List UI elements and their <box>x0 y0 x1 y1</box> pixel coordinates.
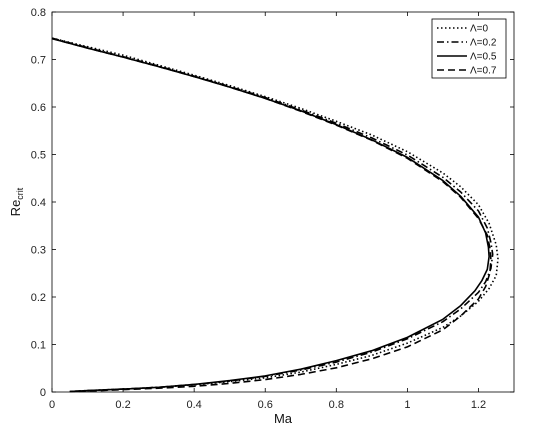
legend-label: Λ=0 <box>470 24 489 35</box>
y-tick-label: 0.1 <box>31 340 46 352</box>
legend-label: Λ=0.5 <box>470 52 497 63</box>
series-line <box>51 37 499 393</box>
y-tick-label: 0.7 <box>31 55 46 67</box>
legend: Λ=0 Λ=0.2 Λ=0.5 Λ=0.7 <box>431 18 507 79</box>
legend-box <box>431 18 507 79</box>
series-line <box>51 37 494 393</box>
y-tick-label: 0.6 <box>31 102 46 114</box>
legend-label: Λ=0.7 <box>470 66 497 77</box>
y-axis-label-main: Re <box>8 200 23 217</box>
x-tick-label: 0.8 <box>329 399 344 411</box>
y-tick-label: 0.5 <box>31 150 46 162</box>
y-axis: 0 0.1 0.2 0.3 0.4 0.5 0.6 0.7 0.8 <box>31 7 514 399</box>
y-tick-label: 0.4 <box>31 197 46 209</box>
x-tick-label: 0.2 <box>115 399 130 411</box>
x-tick-label: 0.6 <box>258 399 273 411</box>
y-axis-label-sub: crit <box>15 187 25 199</box>
series-line <box>51 37 490 393</box>
y-tick-label: 0.3 <box>31 245 46 257</box>
series-group <box>51 37 499 393</box>
x-tick-label: 1 <box>404 399 410 411</box>
x-tick-label: 0.4 <box>187 399 202 411</box>
legend-label: Λ=0.2 <box>470 38 497 49</box>
y-tick-label: 0.2 <box>31 292 46 304</box>
y-tick-label: 0 <box>40 387 46 399</box>
x-tick-label: 0 <box>49 399 55 411</box>
x-axis-label: Ma <box>274 411 293 426</box>
x-axis: 0 0.2 0.4 0.6 0.8 1 1.2 <box>49 12 486 411</box>
y-axis-label: Recrit <box>8 187 25 216</box>
y-tick-label: 0.8 <box>31 7 46 19</box>
legend-items: Λ=0 Λ=0.2 Λ=0.5 Λ=0.7 <box>437 24 497 77</box>
x-tick-label: 1.2 <box>471 399 486 411</box>
